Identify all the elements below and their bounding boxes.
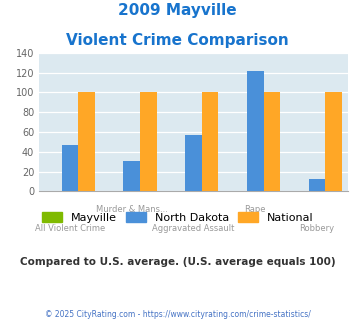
Bar xyxy=(309,179,325,191)
Bar xyxy=(202,92,218,191)
Text: Violent Crime Comparison: Violent Crime Comparison xyxy=(66,33,289,48)
Text: Compared to U.S. average. (U.S. average equals 100): Compared to U.S. average. (U.S. average … xyxy=(20,257,335,267)
Text: 2009 Mayville: 2009 Mayville xyxy=(118,3,237,18)
Text: Aggravated Assault: Aggravated Assault xyxy=(152,224,235,233)
Bar xyxy=(185,135,202,191)
Bar xyxy=(78,92,95,191)
Bar xyxy=(263,92,280,191)
Text: © 2025 CityRating.com - https://www.cityrating.com/crime-statistics/: © 2025 CityRating.com - https://www.city… xyxy=(45,310,310,319)
Legend: Mayville, North Dakota, National: Mayville, North Dakota, National xyxy=(37,208,318,227)
Text: Rape: Rape xyxy=(245,205,266,214)
Text: All Violent Crime: All Violent Crime xyxy=(35,224,105,233)
Bar xyxy=(140,92,157,191)
Text: Murder & Mans...: Murder & Mans... xyxy=(96,205,168,214)
Bar xyxy=(62,145,78,191)
Bar xyxy=(325,92,342,191)
Bar xyxy=(247,71,263,191)
Text: Robbery: Robbery xyxy=(300,224,334,233)
Bar xyxy=(124,161,140,191)
